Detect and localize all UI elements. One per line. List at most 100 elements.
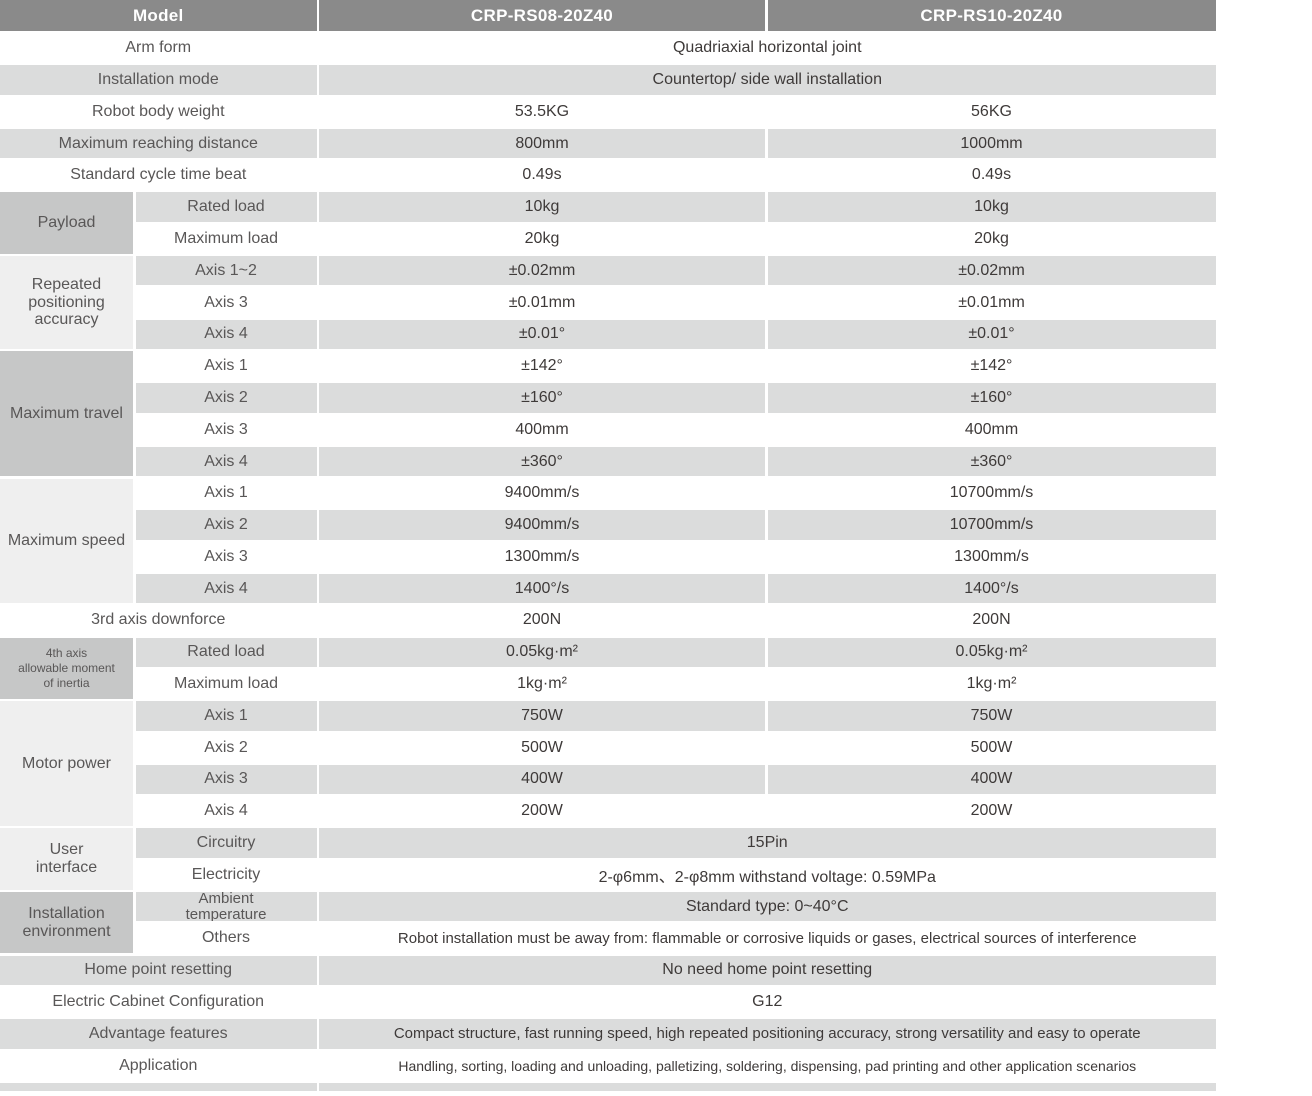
speed-axis1-label: Axis 1 xyxy=(135,478,317,508)
inertia-max-value-a: 1kg·m² xyxy=(319,669,765,699)
advantage-label: Advantage features xyxy=(0,1019,317,1049)
header-model: Model xyxy=(0,0,317,31)
speed-axis1-value-a: 9400mm/s xyxy=(319,478,765,508)
downforce-label: 3rd axis downforce xyxy=(0,605,317,636)
arm-form-label: Arm form xyxy=(0,33,317,63)
group-env-label: Installation environment xyxy=(0,892,133,954)
partial-row-value-cell xyxy=(319,1082,1216,1091)
speed-axis3-label: Axis 3 xyxy=(135,542,317,572)
arm-form-value: Quadriaxial horizontal joint xyxy=(319,33,1216,63)
accuracy-axis3-value-b: ±0.01mm xyxy=(767,287,1216,318)
inertia-rated-value-a: 0.05kg·m² xyxy=(319,637,765,667)
payload-max-label: Maximum load xyxy=(135,224,317,254)
travel-axis1-value-a: ±142° xyxy=(319,351,765,381)
travel-axis2-value-b: ±160° xyxy=(767,383,1216,413)
payload-rated-label: Rated load xyxy=(135,192,317,222)
inertia-max-value-b: 1kg·m² xyxy=(767,669,1216,699)
spec-table: Model CRP-RS08-20Z40 CRP-RS10-20Z40 Arm … xyxy=(0,0,1216,1091)
motor-axis1-label: Axis 1 xyxy=(135,701,317,731)
payload-max-value-b: 20kg xyxy=(767,224,1216,254)
accuracy-axis4-label: Axis 4 xyxy=(135,319,317,349)
speed-axis4-value-a: 1400°/s xyxy=(319,574,765,604)
application-label: Application xyxy=(0,1051,317,1081)
travel-axis1-label: Axis 1 xyxy=(135,351,317,381)
accuracy-axis3-label: Axis 3 xyxy=(135,287,317,318)
env-ambient-label: Ambient temperature xyxy=(135,892,317,922)
body-weight-value-a: 53.5KG xyxy=(319,97,765,127)
speed-axis3-value-b: 1300mm/s xyxy=(767,542,1216,572)
cycle-value-a: 0.49s xyxy=(319,160,765,190)
reach-value-b: 1000mm xyxy=(767,128,1216,159)
travel-axis1-value-b: ±142° xyxy=(767,351,1216,381)
motor-axis3-label: Axis 3 xyxy=(135,764,317,795)
motor-axis2-value-a: 500W xyxy=(319,733,765,763)
cabinet-value: G12 xyxy=(319,987,1216,1017)
group-inertia-label: 4th axis allowable moment of inertia xyxy=(0,637,133,699)
home-value: No need home point resetting xyxy=(319,955,1216,985)
accuracy-axis4-value-b: ±0.01° xyxy=(767,319,1216,349)
speed-axis2-value-a: 9400mm/s xyxy=(319,510,765,540)
speed-axis4-value-b: 1400°/s xyxy=(767,574,1216,604)
header-model-a: CRP-RS08-20Z40 xyxy=(319,0,765,31)
travel-axis2-label: Axis 2 xyxy=(135,383,317,413)
env-ambient-value: Standard type: 0~40°C xyxy=(319,892,1216,922)
env-others-label: Others xyxy=(135,923,317,954)
reach-label: Maximum reaching distance xyxy=(0,128,317,159)
cycle-value-b: 0.49s xyxy=(767,160,1216,190)
downforce-value-a: 200N xyxy=(319,605,765,636)
travel-axis4-label: Axis 4 xyxy=(135,446,317,477)
motor-axis1-value-a: 750W xyxy=(319,701,765,731)
cycle-label: Standard cycle time beat xyxy=(0,160,317,190)
speed-axis2-label: Axis 2 xyxy=(135,510,317,540)
speed-axis3-value-a: 1300mm/s xyxy=(319,542,765,572)
accuracy-axis12-label: Axis 1~2 xyxy=(135,256,317,286)
payload-rated-value-b: 10kg xyxy=(767,192,1216,222)
installation-mode-value: Countertop/ side wall installation xyxy=(319,65,1216,95)
accuracy-axis4-value-a: ±0.01° xyxy=(319,319,765,349)
cabinet-label: Electric Cabinet Configuration xyxy=(0,987,317,1017)
motor-axis2-value-b: 500W xyxy=(767,733,1216,763)
partial-row-label-cell xyxy=(0,1082,317,1091)
application-value: Handling, sorting, loading and unloading… xyxy=(319,1051,1216,1081)
ui-electricity-value: 2-φ6mm、2-φ8mm withstand voltage: 0.59MPa xyxy=(319,860,1216,890)
downforce-value-b: 200N xyxy=(767,605,1216,636)
accuracy-axis12-value-b: ±0.02mm xyxy=(767,256,1216,286)
group-accuracy-label: Repeated positioning accuracy xyxy=(0,256,133,349)
advantage-value: Compact structure, fast running speed, h… xyxy=(319,1019,1216,1049)
travel-axis3-value-a: 400mm xyxy=(319,415,765,445)
motor-axis4-value-b: 200W xyxy=(767,796,1216,826)
inertia-max-label: Maximum load xyxy=(135,669,317,699)
motor-axis3-value-a: 400W xyxy=(319,764,765,795)
ui-circuitry-label: Circuitry xyxy=(135,828,317,858)
body-weight-label: Robot body weight xyxy=(0,97,317,127)
group-speed-label: Maximum speed xyxy=(0,478,133,604)
inertia-rated-label: Rated load xyxy=(135,637,317,667)
home-label: Home point resetting xyxy=(0,955,317,985)
speed-axis1-value-b: 10700mm/s xyxy=(767,478,1216,508)
motor-axis3-value-b: 400W xyxy=(767,764,1216,795)
motor-axis2-label: Axis 2 xyxy=(135,733,317,763)
motor-axis4-value-a: 200W xyxy=(319,796,765,826)
group-payload-label: Payload xyxy=(0,192,133,254)
installation-mode-label: Installation mode xyxy=(0,65,317,95)
accuracy-axis3-value-a: ±0.01mm xyxy=(319,287,765,318)
group-travel-label: Maximum travel xyxy=(0,351,133,477)
accuracy-axis12-value-a: ±0.02mm xyxy=(319,256,765,286)
travel-axis3-value-b: 400mm xyxy=(767,415,1216,445)
body-weight-value-b: 56KG xyxy=(767,97,1216,127)
travel-axis4-value-b: ±360° xyxy=(767,446,1216,477)
group-ui-label: User interface xyxy=(0,828,133,890)
reach-value-a: 800mm xyxy=(319,128,765,159)
header-model-b: CRP-RS10-20Z40 xyxy=(767,0,1216,31)
inertia-rated-value-b: 0.05kg·m² xyxy=(767,637,1216,667)
env-others-value: Robot installation must be away from: fl… xyxy=(319,923,1216,954)
travel-axis3-label: Axis 3 xyxy=(135,415,317,445)
motor-axis4-label: Axis 4 xyxy=(135,796,317,826)
ui-circuitry-value: 15Pin xyxy=(319,828,1216,858)
group-motor-label: Motor power xyxy=(0,701,133,826)
motor-axis1-value-b: 750W xyxy=(767,701,1216,731)
payload-max-value-a: 20kg xyxy=(319,224,765,254)
ui-electricity-label: Electricity xyxy=(135,860,317,890)
speed-axis2-value-b: 10700mm/s xyxy=(767,510,1216,540)
payload-rated-value-a: 10kg xyxy=(319,192,765,222)
